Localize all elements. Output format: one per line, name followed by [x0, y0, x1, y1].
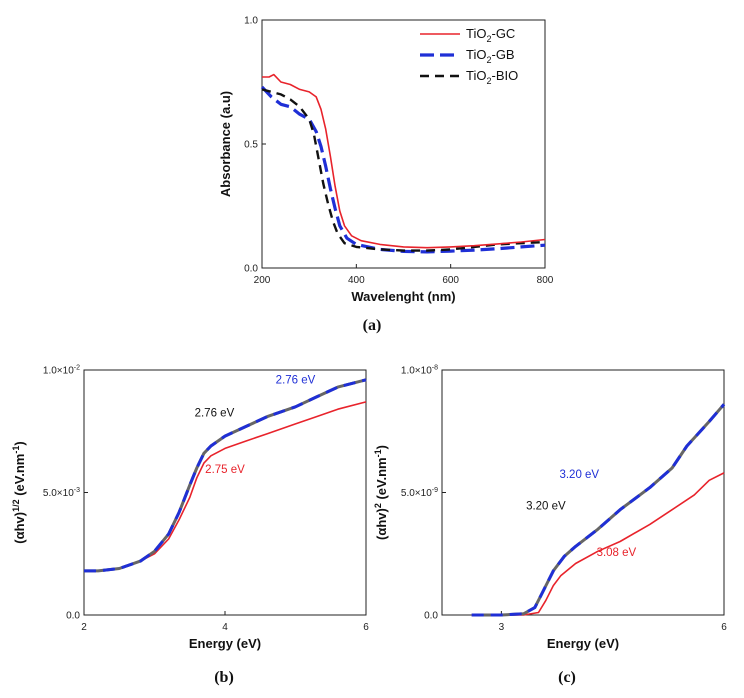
series-line-gb	[260, 85, 546, 254]
x-axis-label: Energy (eV)	[547, 636, 619, 651]
annotation-label: 3.20 eV	[559, 469, 599, 481]
y-tick-label: 5.0×10-3	[43, 487, 80, 499]
y-tick-label: 5.0×10-9	[401, 487, 438, 499]
legend-text: -BIO	[491, 68, 518, 83]
annotation-label: 3.08 eV	[597, 547, 637, 559]
x-tick-label: 400	[348, 275, 365, 286]
chart-c: 3 6 0.0 5.0×10-9 1.0×10-8 Energy (eV) (αhv)2 (…	[373, 365, 727, 652]
y-label-part: (eV.nm	[374, 457, 389, 503]
annotation-label: 2.76 eV	[195, 408, 235, 420]
y-tick-exponent: -2	[74, 365, 80, 372]
series-line-gc	[471, 472, 725, 616]
y-axis-label: (αhv)1/2 (eV.nm-1)	[11, 441, 27, 543]
annotation-label: 2.75 eV	[205, 464, 245, 476]
y-tick-exponent: -9	[432, 487, 438, 494]
y-tick-label: 1.0×10-2	[43, 365, 80, 377]
legend-text: TiO	[466, 68, 486, 83]
annotation-label: 3.20 eV	[526, 501, 566, 513]
y-label-part: )	[12, 441, 27, 445]
x-tick-label: 4	[222, 622, 228, 633]
x-tick-label: 3	[499, 622, 505, 633]
y-tick-exponent: -8	[432, 365, 438, 372]
y-label-part: (αhv)	[374, 508, 389, 540]
y-label-sup: 1/2	[11, 499, 21, 512]
x-tick-label: 2	[81, 622, 87, 633]
y-label-sup: 2	[373, 503, 383, 508]
legend-text: TiO	[466, 47, 486, 62]
y-label-part: )	[374, 445, 389, 449]
series-line-gc	[262, 73, 546, 249]
y-tick-label: 0.0	[424, 611, 438, 622]
legend-subscript: 2	[486, 55, 491, 65]
series-line-gb	[471, 403, 726, 617]
x-axis-label: Wavelenght (nm)	[351, 289, 455, 304]
y-tick-label: 0.0	[244, 264, 258, 275]
panel-label-c: (c)	[558, 669, 576, 686]
x-tick-label: 6	[721, 622, 727, 633]
legend-text: TiO	[466, 26, 486, 41]
x-axis-label: Energy (eV)	[189, 636, 261, 651]
series-line-bio	[261, 88, 546, 252]
legend-subscript: 2	[486, 76, 491, 86]
legend-subscript: 2	[486, 34, 491, 44]
panel-label-b: (b)	[214, 669, 234, 686]
y-axis-label: (αhv)2 (eV.nm-1)	[373, 445, 389, 540]
legend-text: -GB	[491, 47, 514, 62]
x-tick-label: 800	[537, 275, 554, 286]
legend-label-bio: TiO2-BIO	[466, 68, 518, 86]
y-tick-label: 1.0	[244, 16, 258, 27]
series-line-gc	[84, 401, 367, 572]
plot-frame	[441, 369, 725, 616]
y-label-sup: -1	[373, 449, 383, 457]
series-line-gb	[84, 378, 367, 573]
y-axis-label: Absorbance (a.u)	[218, 91, 233, 197]
y-tick-label: 0.0	[66, 611, 80, 622]
x-tick-label: 600	[442, 275, 459, 286]
annotation-label: 2.76 eV	[276, 374, 316, 386]
chart-a: 200 400 600 800 0.0 0.5 1.0 Wavelenght (nm) Abso…	[218, 16, 554, 305]
chart-b: 2 4 6 0.0 5.0×10-3 1.0×10-2 Energy (eV) (αhv)1/…	[11, 365, 369, 652]
y-tick-exponent: -3	[74, 487, 80, 494]
x-tick-label: 200	[254, 275, 271, 286]
x-tick-label: 6	[363, 622, 369, 633]
y-label-part: (αhv)	[12, 512, 27, 544]
legend-label-gc: TiO2-GC	[466, 26, 515, 44]
legend-label-gb: TiO2-GB	[466, 47, 515, 65]
series-line-bio	[471, 403, 726, 617]
y-tick-label: 1.0×10-8	[401, 365, 438, 377]
panel-label-a: (a)	[363, 317, 382, 334]
y-tick-label: 0.5	[244, 140, 258, 151]
y-label-part: (eV.nm	[12, 454, 27, 500]
legend-text: -GC	[491, 26, 515, 41]
y-label-sup: -1	[11, 446, 21, 454]
